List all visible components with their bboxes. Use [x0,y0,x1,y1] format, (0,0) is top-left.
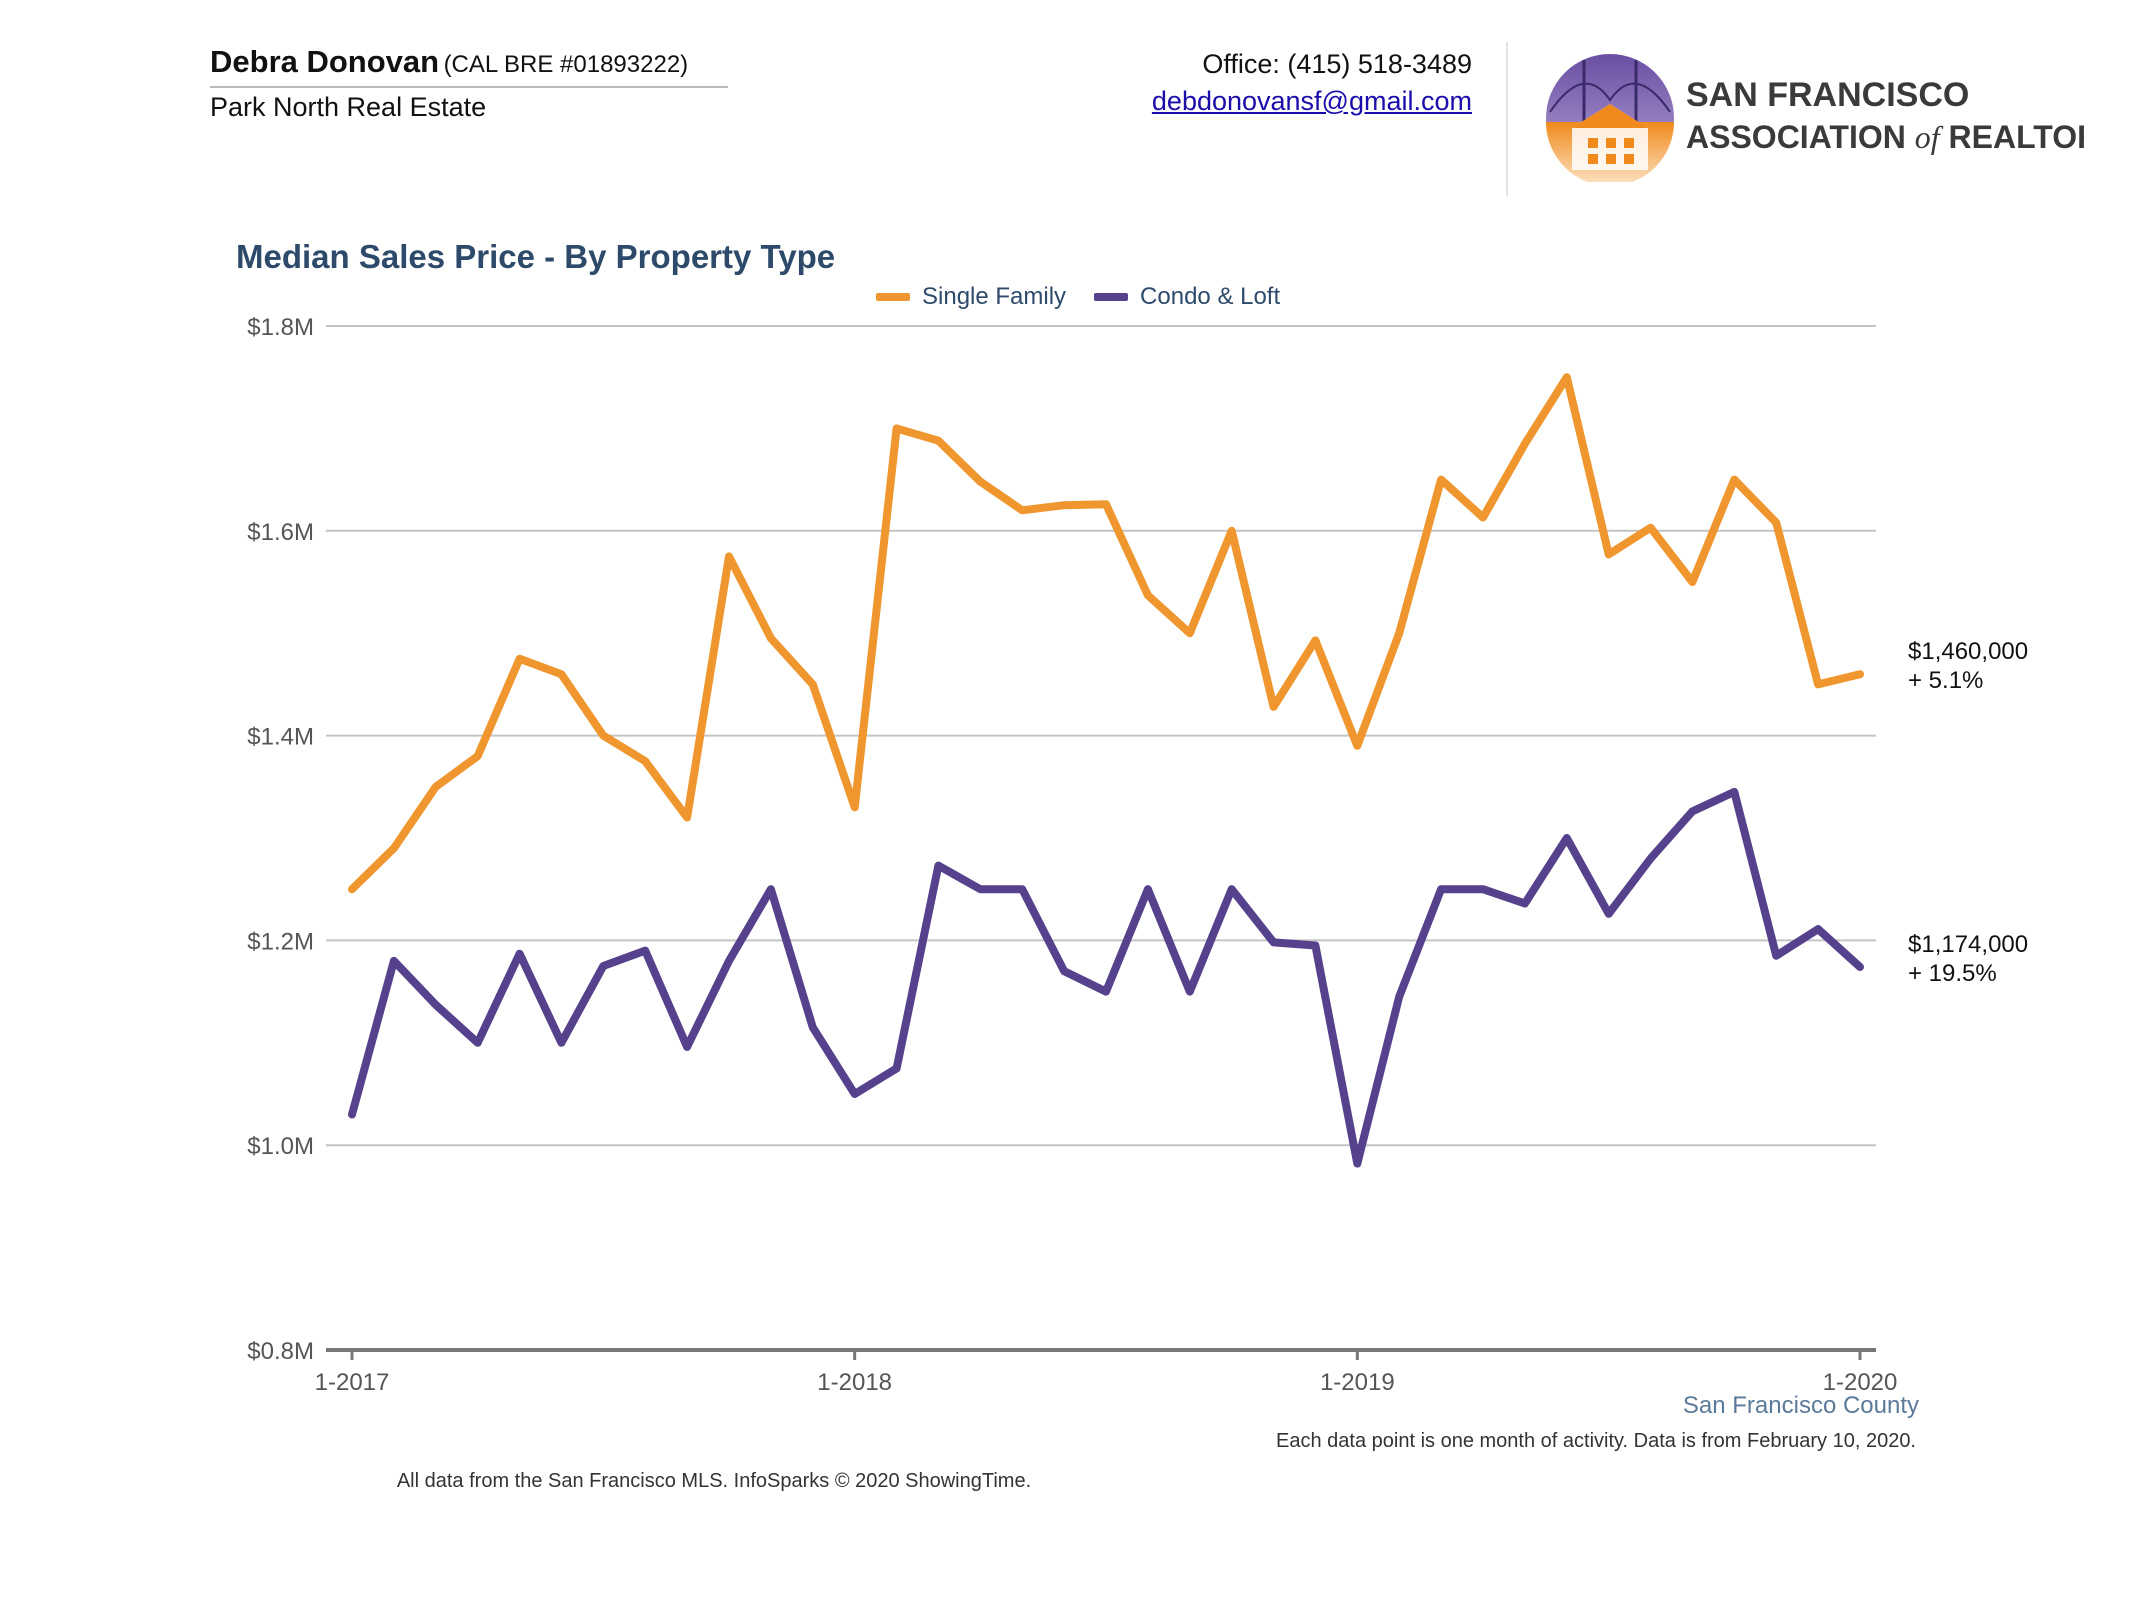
agent-underline [210,86,728,88]
data-note: Each data point is one month of activity… [1276,1430,1916,1452]
chart-legend: Single Family Condo & Loft [876,283,1308,311]
logo-line-1: SAN FRANCISCO [1686,76,1969,114]
logo-emblem-icon [1546,54,1674,182]
end-value-label: $1,460,000 [1908,638,2028,665]
y-tick-label: $1.2M [247,928,314,955]
region-label: San Francisco County [1682,1392,1919,1419]
series-line-condo-loft [348,787,1864,1168]
legend-swatch-single-family [876,293,910,301]
email-link[interactable]: debdonovansf@gmail.com [1151,86,1472,116]
legend-label-condo-loft: Condo & Loft [1140,283,1281,310]
logo-association: ASSOCIATION [1686,119,1906,155]
logo-line-2: ASSOCIATION of REALTORS ® [1686,119,2084,155]
x-tick-label: 1-2020 [1823,1369,1898,1396]
series-line-single-family [348,373,1864,894]
y-tick-label: $1.0M [247,1133,314,1160]
y-tick-label: $1.8M [247,314,314,341]
agent-company: Park North Real Estate [210,92,487,122]
y-tick-label: $1.6M [247,519,314,546]
y-tick-label: $0.8M [247,1338,314,1365]
legend-swatch-condo-loft [1094,293,1129,301]
x-tick-label: 1-2017 [315,1369,390,1396]
legend-label-single-family: Single Family [922,283,1067,310]
agent-license: (CAL BRE #01893222) [443,51,689,78]
chart-title: Median Sales Price - By Property Type [236,238,836,275]
end-value-label: $1,174,000 [1908,931,2028,958]
header-divider [1506,42,1508,196]
contact-info: Office: (415) 518-3489 debdonovansf@gmai… [1152,46,1472,120]
end-change-label: + 5.1% [1908,667,1983,694]
x-tick-label: 1-2018 [817,1369,892,1396]
x-tick-label: 1-2019 [1320,1369,1395,1396]
agent-name: Debra Donovan [210,44,440,79]
agent-header: Debra Donovan (CAL BRE #01893222) [210,44,688,80]
legend-item-condo-loft[interactable]: Condo & Loft [1094,283,1280,311]
source-note: All data from the San Francisco MLS. Inf… [396,1470,1032,1492]
sfar-logo: SAN FRANCISCO ASSOCIATION of REALTORS ® [1546,54,2084,182]
legend-item-single-family[interactable]: Single Family [876,283,1066,311]
end-change-label: + 19.5% [1908,960,1997,987]
y-tick-label: $1.4M [247,724,314,751]
logo-realtors: REALTORS [1949,119,2084,155]
office-phone: Office: (415) 518-3489 [1202,49,1472,79]
